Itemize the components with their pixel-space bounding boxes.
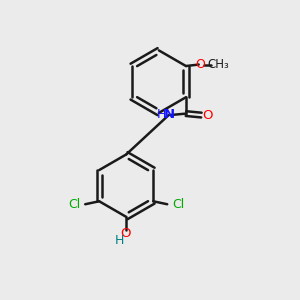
Text: O: O — [120, 227, 131, 240]
Text: H: H — [157, 108, 166, 121]
Text: H: H — [115, 234, 124, 247]
Text: O: O — [195, 58, 205, 71]
Text: Cl: Cl — [68, 198, 80, 211]
Text: Cl: Cl — [172, 198, 184, 211]
Text: CH₃: CH₃ — [208, 58, 230, 71]
Text: O: O — [203, 109, 213, 122]
Text: N: N — [164, 108, 175, 121]
